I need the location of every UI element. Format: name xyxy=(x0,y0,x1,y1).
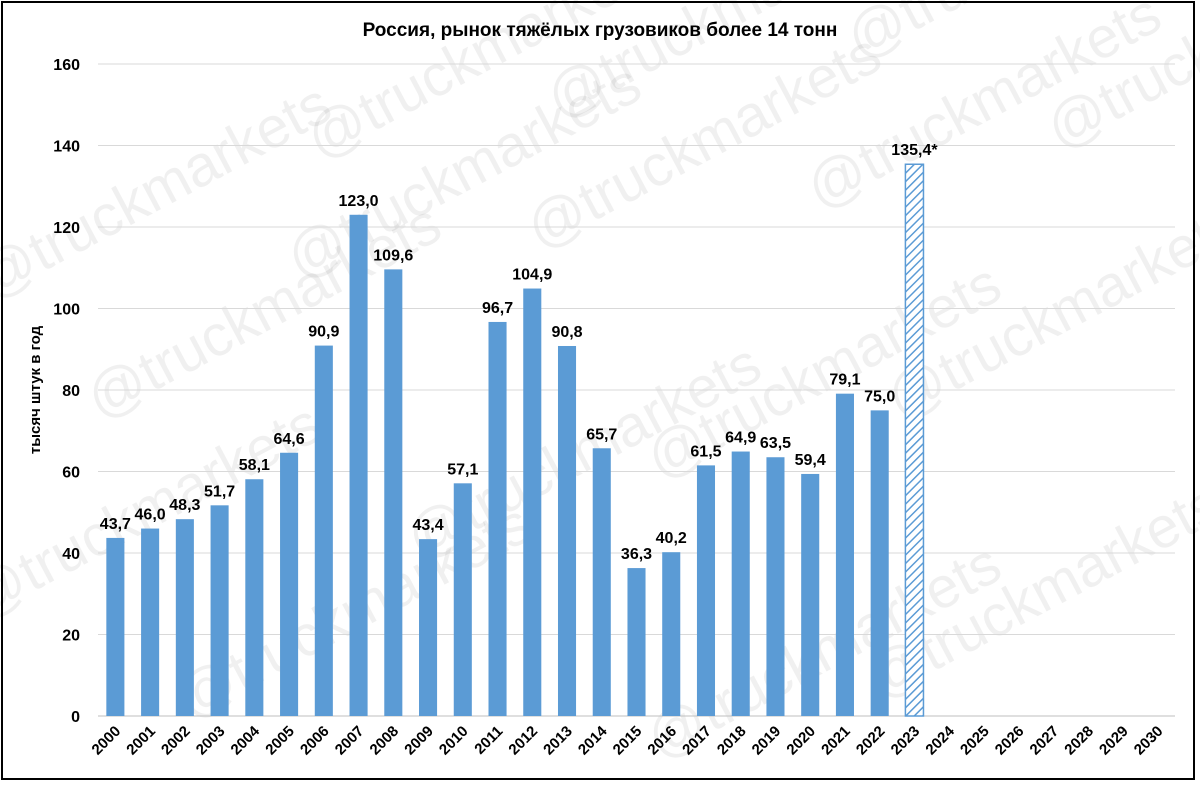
bar-2021 xyxy=(835,393,854,716)
x-tick-label-2006: 2006 xyxy=(297,723,333,759)
data-label-2008: 109,6 xyxy=(373,247,413,264)
x-tick-label-2012: 2012 xyxy=(505,723,541,759)
x-tick-label-2029: 2029 xyxy=(1096,723,1132,759)
x-tick-label-2014: 2014 xyxy=(575,722,611,758)
data-label-2004: 58,1 xyxy=(239,457,270,474)
x-tick-label-2002: 2002 xyxy=(158,723,194,759)
x-tick-label-2015: 2015 xyxy=(610,723,646,759)
x-tick-label-2027: 2027 xyxy=(1027,723,1063,759)
x-tick-label-2024: 2024 xyxy=(922,722,958,758)
x-tick-label-2010: 2010 xyxy=(436,723,472,759)
bar-2022 xyxy=(870,410,889,716)
bar-2018 xyxy=(731,451,750,716)
data-label-2003: 51,7 xyxy=(204,483,235,500)
y-axis-ticks: 0 20 40 60 80 100 120 140 160 xyxy=(53,57,80,726)
x-tick-label-2004: 2004 xyxy=(228,722,264,758)
bar-2002 xyxy=(175,519,194,716)
bar-2008 xyxy=(384,269,403,716)
data-label-2016: 40,2 xyxy=(656,530,687,547)
bar-2019 xyxy=(766,457,785,716)
data-label-2010: 57,1 xyxy=(447,461,478,478)
bar-2011 xyxy=(488,321,507,716)
x-tick-label-2013: 2013 xyxy=(540,723,576,759)
x-tick-label-2007: 2007 xyxy=(332,723,368,759)
x-tick-label-2023: 2023 xyxy=(888,723,924,759)
data-label-2014: 65,7 xyxy=(586,426,617,443)
bar-2010 xyxy=(453,483,472,716)
y-tick-label: 20 xyxy=(62,628,80,645)
data-labels: 43,746,048,351,758,164,6 90,9 123,0 109,6 43… xyxy=(100,142,939,563)
data-label-2012: 104,9 xyxy=(512,267,552,284)
bar-2009 xyxy=(419,539,438,716)
bar-2016 xyxy=(662,552,681,716)
chart-title: Россия, рынок тяжёлых грузовиков более 1… xyxy=(363,20,838,41)
gridlines xyxy=(98,63,1175,717)
x-tick-label-2028: 2028 xyxy=(1061,723,1097,759)
bar-2020 xyxy=(801,473,820,716)
data-label-2005: 64,6 xyxy=(274,431,305,448)
x-axis-ticks: 2000 2001 2002 2003 2004 2005 2006 2007 2008 2009… xyxy=(89,722,1167,758)
data-label-2017: 61,5 xyxy=(690,443,721,460)
x-tick-label-2020: 2020 xyxy=(783,723,819,759)
data-label-2020: 59,4 xyxy=(795,452,826,469)
bars xyxy=(106,163,925,717)
x-tick-label-2026: 2026 xyxy=(992,723,1028,759)
bar-2003 xyxy=(210,505,229,716)
x-tick-label-2022: 2022 xyxy=(853,723,889,759)
y-tick-label: 120 xyxy=(53,220,80,237)
data-label-2011: 96,7 xyxy=(482,300,513,317)
x-tick-label-2025: 2025 xyxy=(957,723,993,759)
data-label-2015: 36,3 xyxy=(621,546,652,563)
y-tick-label: 0 xyxy=(71,709,80,726)
x-tick-label-2001: 2001 xyxy=(123,723,159,759)
y-tick-label: 100 xyxy=(53,302,80,319)
y-tick-label: 60 xyxy=(62,465,80,482)
bar-2015 xyxy=(627,568,646,716)
bar-2004 xyxy=(245,479,264,716)
data-label-2009: 43,4 xyxy=(412,517,443,534)
data-label-2002: 48,3 xyxy=(169,497,200,514)
bar-2001 xyxy=(141,528,160,716)
data-label-2007: 123,0 xyxy=(339,193,379,210)
data-label-2018: 64,9 xyxy=(725,430,756,447)
x-tick-label-2000: 2000 xyxy=(89,723,125,759)
data-label-2023: 135,4* xyxy=(891,142,938,159)
bar-2017 xyxy=(696,465,716,716)
x-tick-label-2011: 2011 xyxy=(471,723,506,758)
x-tick-label-2019: 2019 xyxy=(749,723,785,759)
x-tick-label-2030: 2030 xyxy=(1131,723,1167,759)
bar-2005 xyxy=(280,452,299,716)
x-tick-label-2021: 2021 xyxy=(818,723,854,759)
bar-2014 xyxy=(592,448,611,716)
y-tick-label: 160 xyxy=(53,57,80,74)
data-label-2001: 46,0 xyxy=(135,507,166,524)
x-tick-label-2009: 2009 xyxy=(401,723,437,759)
bar-2012 xyxy=(523,288,542,716)
data-label-2013: 90,8 xyxy=(551,324,582,341)
data-label-2000: 43,7 xyxy=(100,516,131,533)
bar-2013 xyxy=(557,345,577,716)
data-label-2006: 90,9 xyxy=(308,324,339,341)
y-tick-label: 40 xyxy=(62,546,80,563)
data-label-2019: 63,5 xyxy=(760,435,791,452)
x-tick-label-2005: 2005 xyxy=(262,723,298,759)
bar-2000 xyxy=(106,537,125,716)
y-axis-label: тысяч штук в год xyxy=(27,325,44,454)
bar-forecast-2023 xyxy=(904,163,925,717)
x-tick-label-2008: 2008 xyxy=(367,723,403,759)
data-label-2021: 79,1 xyxy=(829,372,860,389)
bar-2006 xyxy=(314,345,333,716)
y-tick-label: 140 xyxy=(53,139,80,156)
bar-2007 xyxy=(349,214,368,716)
data-label-2022: 75,0 xyxy=(864,388,895,405)
y-tick-label: 80 xyxy=(62,383,80,400)
